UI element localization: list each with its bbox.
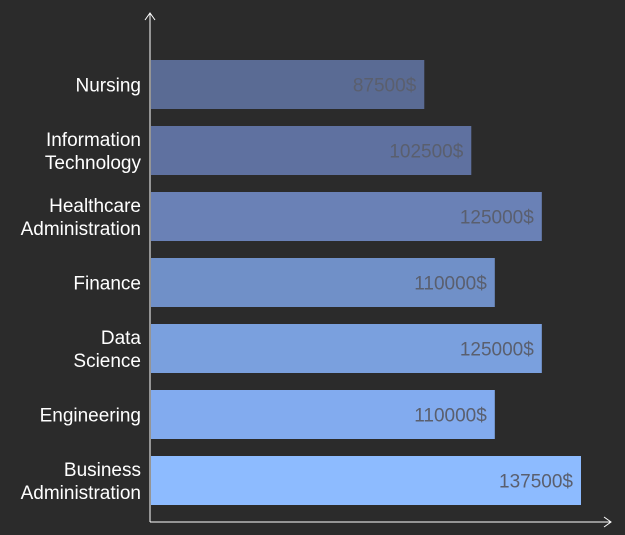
category-label: Finance (73, 274, 141, 295)
bar-healthcare-administration (151, 192, 542, 241)
y-axis-arrow (144, 12, 156, 21)
category-label-line: Data (101, 328, 142, 349)
bar-nursing (151, 60, 425, 109)
category-label-line: Technology (45, 153, 142, 174)
bar-information-technology (151, 126, 472, 175)
bar-data-science (151, 324, 542, 373)
value-label: 110000$ (414, 406, 487, 427)
bar-business-administration (151, 456, 581, 505)
bar-engineering (151, 390, 495, 439)
value-label: 125000$ (460, 340, 534, 361)
category-label-line: Science (73, 351, 141, 372)
bar-finance (151, 258, 495, 307)
value-label: 87500$ (353, 76, 417, 97)
category-label: Healthcare Administration (21, 196, 141, 240)
category-label-line: Administration (21, 483, 141, 504)
value-label: 110000$ (414, 274, 487, 295)
x-axis-arrow (603, 516, 612, 528)
category-label-line: Finance (73, 274, 141, 295)
category-label: Nursing (76, 76, 141, 97)
category-label: Engineering (40, 406, 141, 427)
category-label-line: Healthcare (49, 196, 141, 217)
value-label: 137500$ (499, 472, 573, 493)
category-label-line: Information (46, 130, 141, 151)
category-label-line: Engineering (40, 406, 141, 427)
axes-group (144, 12, 612, 528)
category-label: Business Administration (21, 460, 141, 504)
bars-group: 87500$ Nursing 102500$ Information Technolog… (21, 60, 581, 505)
value-label: 125000$ (460, 208, 534, 229)
category-label-line: Administration (21, 219, 141, 240)
value-label: 102500$ (389, 142, 463, 163)
category-label-line: Nursing (76, 76, 141, 97)
category-label-line: Business (64, 460, 141, 481)
category-label: Information Technology (45, 130, 142, 174)
category-label: Data Science (73, 328, 141, 372)
